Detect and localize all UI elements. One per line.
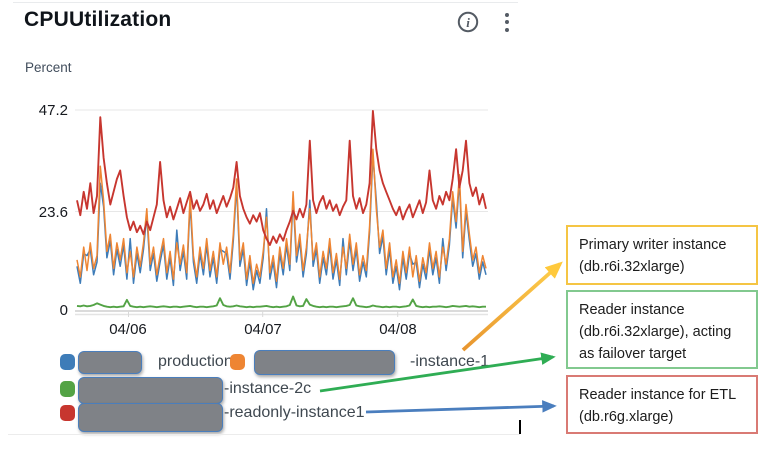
legend-label-instance-1: -instance-1 [410, 353, 490, 370]
legend-item-production[interactable]: production [60, 353, 233, 371]
legend-swatch-orange [230, 354, 245, 370]
callout-line: (db.r6i.32xlarge), acting [579, 323, 732, 340]
callout-line: Primary writer instance [579, 237, 727, 253]
y-tick-label-23.6: 23.6 [38, 204, 68, 221]
callout-line: (db.r6g.xlarge) [579, 408, 674, 425]
widget-title: CPUUtilization [24, 8, 172, 31]
x-tick-label-0406: 04/06 [109, 321, 147, 338]
callout-failover-reader: Reader instance (db.r6i.32xlarge), actin… [566, 290, 758, 369]
legend-swatch-green [60, 381, 75, 397]
callout-primary-writer: Primary writer instance (db.r6i.32xlarge… [566, 225, 758, 285]
widget-menu-button[interactable] [494, 9, 520, 35]
widget-card-bottom-border [8, 434, 520, 435]
legend-swatch-red [60, 405, 75, 421]
chart-plot-area[interactable] [75, 100, 488, 322]
x-tick-label-0407: 04/07 [244, 321, 282, 338]
legend-label-instance-2c: -instance-2c [224, 380, 312, 397]
arrow-to-etl-reader [365, 400, 557, 414]
info-icon: i [457, 11, 479, 33]
callout-line: as failover target [579, 345, 687, 362]
info-button[interactable]: i [455, 9, 481, 35]
y-tick-label-47.2: 47.2 [38, 102, 68, 119]
series-line-instance-2c [76, 295, 486, 309]
callout-line: (db.r6i.32xlarge) [579, 258, 685, 275]
y-gridlines [75, 109, 488, 212]
kebab-menu-icon [505, 12, 509, 32]
series-line-readonly-instance1 [76, 109, 487, 246]
x-tick-label-0408: 04/08 [379, 321, 417, 338]
y-axis-unit-label: Percent [25, 60, 72, 75]
text-cursor [519, 420, 521, 434]
x-axis-ticks [128, 311, 399, 317]
redaction-box-instance-2c [78, 377, 223, 404]
y-tick-label-0: 0 [59, 302, 68, 319]
callout-line: Reader instance [579, 302, 685, 318]
callout-etl-reader: Reader instance for ETL (db.r6g.xlarge) [566, 375, 758, 434]
redaction-box-readonly-instance1 [78, 403, 223, 432]
legend-swatch-blue [60, 354, 75, 370]
series-lines [76, 109, 487, 309]
svg-text:i: i [466, 15, 470, 30]
x-axis-line [75, 310, 488, 316]
redaction-box-instance-1 [254, 350, 395, 375]
legend-label-production: production [158, 353, 233, 370]
legend-label-readonly-instance1: -readonly-instance1 [224, 404, 365, 421]
callout-line: Reader instance for ETL [579, 387, 737, 403]
redaction-box-production [78, 351, 142, 374]
legend-item-instance-2c[interactable]: -instance-2c [60, 380, 311, 398]
legend-item-readonly-instance1[interactable]: -readonly-instance1 [60, 404, 365, 422]
widget-card-top-border [13, 2, 518, 3]
